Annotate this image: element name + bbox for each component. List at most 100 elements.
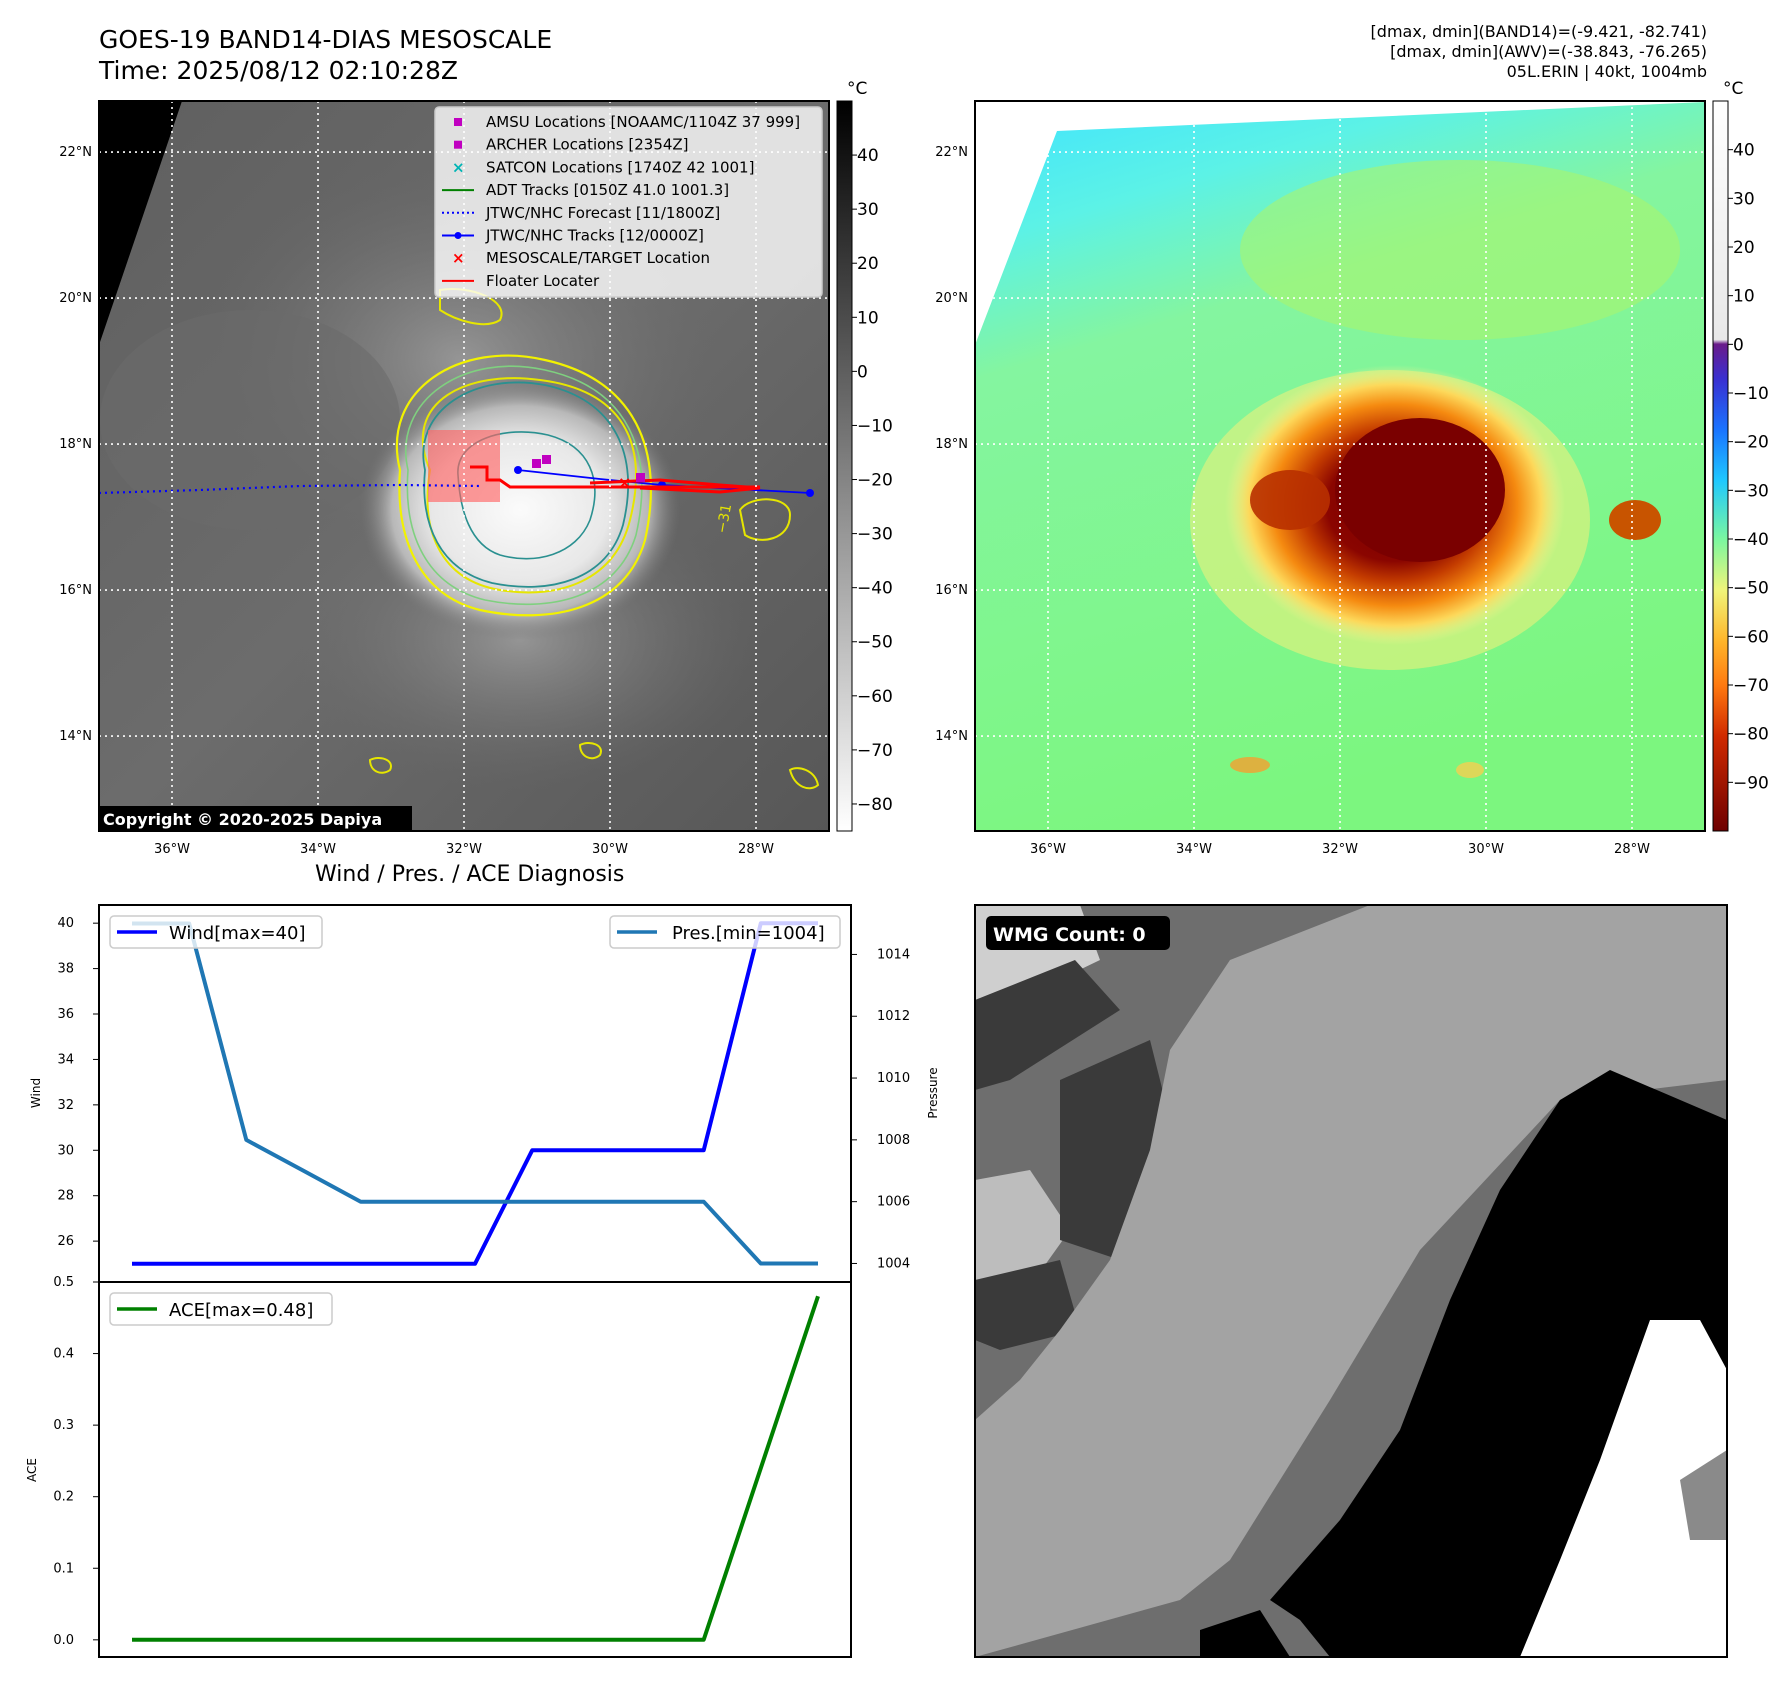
- irCbarTicks-label: −80: [857, 795, 893, 815]
- legend-marker-x: ×: [452, 158, 465, 176]
- copyright-box: [99, 806, 412, 830]
- awvCbarTicks-label: 10: [1733, 287, 1755, 307]
- awvCbarTicks-label: −70: [1733, 676, 1769, 696]
- wmg-count-box: [986, 916, 1170, 950]
- ir-lat-label: 20°N: [59, 291, 92, 306]
- awv-lat-labels: 22°N 20°N 18°N 16°N 14°N: [935, 145, 968, 744]
- irCbarTicks-label: 40: [857, 146, 879, 166]
- awv-colorbar: °C 40 30 20 10 0 −10 −20 −30 −40 −50 −60 −70 −80 −90: [1712, 79, 1769, 832]
- ace-axis-label: ACE: [25, 1458, 39, 1482]
- legend-marker-dot: [454, 232, 462, 239]
- pressure-ytick-label: 1006: [877, 1195, 910, 1210]
- ir-lat-label: 14°N: [59, 729, 92, 744]
- pressure-legend-label: Pres.[min=1004]: [672, 923, 825, 944]
- irCbarTicks-label: −70: [857, 741, 893, 761]
- ir-map-panel: × −31 22°N20°N18°N16°N14°N 36°W 34°W 32°W 3…: [59, 79, 893, 857]
- pressure-legend: Pres.[min=1004]: [609, 915, 841, 949]
- legend-item-label: ADT Tracks [0150Z 41.0 1001.3]: [486, 181, 729, 199]
- legend-item-label: SATCON Locations [1740Z 42 1001]: [486, 158, 754, 176]
- legend-item-label: AMSU Locations [NOAAMC/1104Z 37 999]: [486, 113, 800, 131]
- ir-lat-label: 16°N: [59, 583, 92, 598]
- legend-marker-x: ×: [452, 249, 465, 267]
- wmg-imagery: [975, 905, 1727, 1657]
- ir-title-line1: GOES-19 BAND14-DIAS MESOSCALE: [99, 25, 553, 54]
- ir-title-line2: Time: 2025/08/12 02:10:28Z: [99, 56, 458, 85]
- ace-ytick-label: 0.4: [53, 1347, 74, 1362]
- wind-ytick-label: 28: [57, 1189, 74, 1204]
- awv-imagery: [975, 101, 1705, 831]
- diagnosis-title: Wind / Pres. / ACE Diagnosis: [315, 862, 625, 887]
- pressure-ytick-label: 1012: [877, 1009, 910, 1024]
- ir-lon-labels: 36°W 34°W 32°W 30°W 28°W: [154, 842, 774, 857]
- irCbarTicks-label: 0: [857, 362, 868, 382]
- ir-colorbar: °C 40 30 20 10 0 −10 −20 −30 −40 −50 −60 −70 −80: [836, 79, 893, 832]
- awvCbarTicks-label: 0: [1733, 335, 1744, 355]
- info-line1: [dmax, dmin](BAND14)=(-9.421, -82.741): [1370, 22, 1707, 41]
- awv-map-frame: [974, 100, 1706, 832]
- irCbarTicks-label: −10: [857, 416, 893, 436]
- wind-ytick-label: 40: [57, 916, 74, 931]
- irCbarTicks-label: 20: [857, 254, 879, 274]
- ace-legend: ACE[max=0.48]: [109, 1292, 333, 1326]
- awv-map-panel: 22°N 20°N 18°N 16°N 14°N 36°W 34°W 32°W 30°W 28°…: [935, 79, 1769, 857]
- awvCbarTicks-label: −60: [1733, 627, 1769, 647]
- wind-legend: Wind[max=40]: [109, 915, 323, 949]
- awv-lon-label: 36°W: [1030, 842, 1066, 857]
- awv-lon-label: 30°W: [1468, 842, 1504, 857]
- wind-ytick-label: 36: [57, 1007, 74, 1022]
- ace-ytick-label: 0.3: [53, 1418, 74, 1433]
- irCbarTicks-label: 10: [857, 308, 879, 328]
- ace-legend-label: ACE[max=0.48]: [169, 1300, 313, 1321]
- ace-ytick-label: 0.0: [53, 1633, 74, 1648]
- legend-marker-square: [454, 118, 462, 126]
- legend-item-label: MESOSCALE/TARGET Location: [486, 249, 710, 267]
- awvCbarTicks-label: −80: [1733, 725, 1769, 745]
- ir-lat-label: 22°N: [59, 145, 92, 160]
- awv-lat-label: 14°N: [935, 729, 968, 744]
- wind-ytick-label: 26: [57, 1234, 74, 1249]
- wind-ytick-label: 34: [57, 1052, 74, 1067]
- ir-legend: AMSU Locations [NOAAMC/1104Z 37 999] ARCH…: [434, 106, 823, 298]
- wind-yticks: 26 28 30 32 34 36 38 40: [57, 916, 99, 1249]
- ir-lon-label: 30°W: [592, 842, 628, 857]
- ace-yticks: 0.0 0.1 0.2 0.3 0.4 0.5: [53, 1275, 99, 1648]
- pressure-ytick-label: 1010: [877, 1071, 910, 1086]
- ace-chart: ACE 0.0 0.1 0.2 0.3 0.4 0.5 ACE[max=0.48]: [25, 1275, 852, 1658]
- pressure-series-line: [132, 921, 818, 1266]
- awv-lon-label: 32°W: [1322, 842, 1358, 857]
- legend-item-label: JTWC/NHC Tracks [12/0000Z]: [485, 227, 704, 245]
- wind-ytick-label: 30: [57, 1143, 74, 1158]
- ace-ytick-label: 0.1: [53, 1561, 74, 1576]
- ir-lon-label: 36°W: [154, 842, 190, 857]
- info-line3: 05L.ERIN | 40kt, 1004mb: [1506, 62, 1707, 81]
- irCbarTicks-label: −60: [857, 687, 893, 707]
- awvCbarTicks-label: −20: [1733, 433, 1769, 453]
- irCbarTicks-label: −30: [857, 525, 893, 545]
- irCbarTicks-label: −40: [857, 579, 893, 599]
- awvCbarTicks-label: −90: [1733, 773, 1769, 793]
- irCbarTicks-label: −20: [857, 471, 893, 491]
- awv-gridlines: [975, 101, 1705, 831]
- awv-colorbar-unit: °C: [1723, 79, 1743, 99]
- awv-lat-label: 20°N: [935, 291, 968, 306]
- ir-lat-label: 18°N: [59, 437, 92, 452]
- pressure-ytick-label: 1008: [877, 1133, 910, 1148]
- wmg-panel: WMG Count: 0: [974, 904, 1728, 1658]
- ace-series-line: [132, 1295, 820, 1642]
- legend-item-label: JTWC/NHC Forecast [11/1800Z]: [485, 204, 720, 222]
- wind-legend-label: Wind[max=40]: [169, 923, 306, 944]
- ace-series: [132, 1295, 820, 1642]
- wind-axis-label: Wind: [29, 1078, 43, 1108]
- awvCbarTicks-label: 20: [1733, 238, 1755, 258]
- pressure-ytick-label: 1014: [877, 947, 910, 962]
- ir-lon-label: 32°W: [446, 842, 482, 857]
- irCbarTicks-label: −50: [857, 633, 893, 653]
- irCbarTicks-label: 30: [857, 200, 879, 220]
- copyright-text: Copyright © 2020-2025 Dapiya: [103, 810, 382, 829]
- info-line2: [dmax, dmin](AWV)=(-38.843, -76.265): [1390, 42, 1707, 61]
- ace-ytick-label: 0.5: [53, 1275, 74, 1290]
- awvCbarTicks-label: 30: [1733, 189, 1755, 209]
- awvCbarTicks-label: −40: [1733, 530, 1769, 550]
- ir-map-frame: [98, 100, 830, 832]
